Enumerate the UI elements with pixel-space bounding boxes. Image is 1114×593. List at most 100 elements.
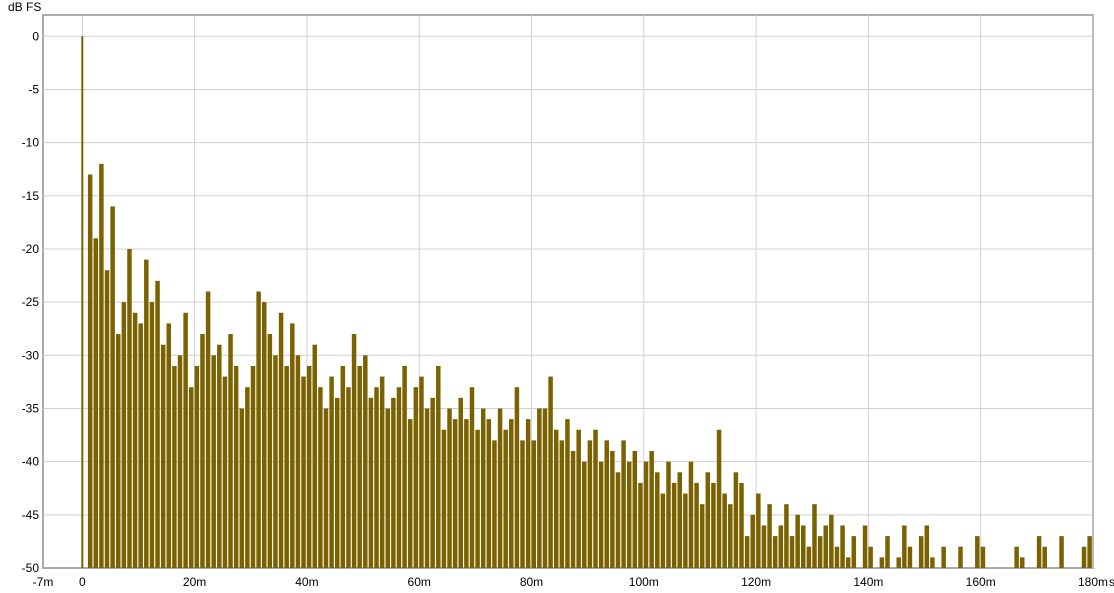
impulse-bar: [99, 163, 104, 568]
impulse-bar: [879, 557, 885, 568]
impulse-bar: [87, 174, 93, 568]
impulse-bar: [553, 429, 559, 568]
impulse-bar: [1081, 546, 1087, 568]
impulse-bar: [295, 355, 301, 568]
impulse-bar: [273, 355, 278, 568]
impulse-bar: [733, 472, 739, 568]
impulse-bar: [576, 429, 581, 568]
impulse-bar: [323, 408, 329, 568]
impulse-bar: [424, 408, 430, 568]
impulse-bar: [862, 525, 868, 568]
impulse-bar: [245, 387, 250, 568]
impulse-bar: [172, 365, 177, 568]
y-axis-label: dB FS: [8, 0, 41, 14]
impulse-bar: [233, 365, 239, 568]
impulse-bar: [896, 557, 901, 568]
impulse-bar: [598, 461, 604, 568]
impulse-bar: [559, 440, 565, 568]
impulse-bar: [385, 408, 391, 568]
y-tick-label: -30: [22, 348, 40, 362]
x-tick-label: 180m: [1078, 575, 1108, 589]
impulse-bar: [363, 355, 368, 568]
impulse-bar: [756, 493, 761, 568]
impulse-bar: [840, 525, 845, 568]
impulse-bar: [941, 546, 946, 568]
impulse-bar: [177, 355, 183, 568]
impulse-bar: [205, 291, 211, 568]
impulse-bar: [407, 419, 413, 568]
impulse-bar: [1014, 546, 1019, 568]
x-tick-label: 0: [79, 575, 86, 589]
impulse-bar: [402, 365, 407, 568]
impulse-bar: [924, 525, 930, 568]
impulse-bar: [542, 408, 548, 568]
impulse-bar: [711, 482, 716, 568]
impulse-bar: [750, 514, 755, 568]
impulse-bar: [497, 408, 503, 568]
impulse-bar: [520, 440, 525, 568]
impulse-bar: [531, 440, 536, 568]
impulse-bar: [503, 429, 508, 568]
impulse-bar: [396, 387, 402, 568]
impulse-bar: [728, 504, 733, 568]
impulse-bar: [290, 323, 295, 568]
impulse-bar: [357, 365, 362, 568]
impulse-bar: [632, 451, 638, 568]
impulse-bar: [436, 365, 441, 568]
impulse-bar: [593, 429, 598, 568]
x-axis-unit: s: [1109, 575, 1114, 589]
impulse-bar: [149, 302, 155, 568]
impulse-bar: [132, 312, 138, 568]
impulse-bar: [778, 525, 784, 568]
impulse-bar: [312, 344, 318, 568]
impulse-bar: [829, 514, 834, 568]
impulse-bar: [918, 536, 924, 568]
impulse-bar: [795, 514, 800, 568]
impulse-bar: [368, 397, 374, 568]
impulse-bar: [391, 397, 396, 568]
impulse-bar: [525, 419, 531, 568]
y-tick-label: -35: [22, 401, 40, 415]
impulse-bar: [683, 493, 688, 568]
impulse-bar: [1059, 536, 1064, 568]
impulse-bar: [694, 482, 699, 568]
impulse-bar: [772, 536, 778, 568]
impulse-bar: [744, 536, 750, 568]
impulse-bar: [930, 557, 935, 568]
impulse-bar: [784, 504, 789, 568]
impulse-bar: [509, 419, 514, 568]
impulse-bar: [1042, 546, 1047, 568]
impulse-bar: [677, 472, 682, 568]
impulse-bar: [1087, 536, 1092, 568]
x-tick-label: 120m: [741, 575, 771, 589]
x-tick-label: 80m: [520, 575, 543, 589]
impulse-bar: [666, 461, 671, 568]
impulse-bar: [638, 482, 643, 568]
impulse-bar: [194, 365, 200, 568]
impulse-bar: [278, 312, 284, 568]
impulse-bar: [975, 536, 980, 568]
y-tick-label: -40: [22, 455, 40, 469]
impulse-bar: [228, 334, 233, 568]
impulse-bar: [318, 387, 323, 568]
impulse-bar: [222, 376, 228, 568]
impulse-bar: [93, 238, 99, 569]
impulse-bar: [812, 504, 817, 568]
impulse-bar: [610, 451, 615, 568]
x-tick-label: -7m: [33, 575, 54, 589]
x-tick-label: 100m: [629, 575, 659, 589]
impulse-bar: [660, 493, 666, 568]
impulse-bar: [374, 387, 379, 568]
impulse-bar: [469, 387, 475, 568]
impulse-bar: [188, 387, 194, 568]
impulse-bar: [121, 302, 127, 568]
impulse-bar: [492, 440, 497, 568]
impulse-bar: [868, 546, 873, 568]
impulse-bar: [885, 536, 890, 568]
impulse-bar: [705, 472, 711, 568]
impulse-bar: [346, 387, 351, 568]
impulse-bar: [261, 302, 267, 568]
impulse-bar: [958, 546, 963, 568]
impulse-bar: [537, 408, 542, 568]
